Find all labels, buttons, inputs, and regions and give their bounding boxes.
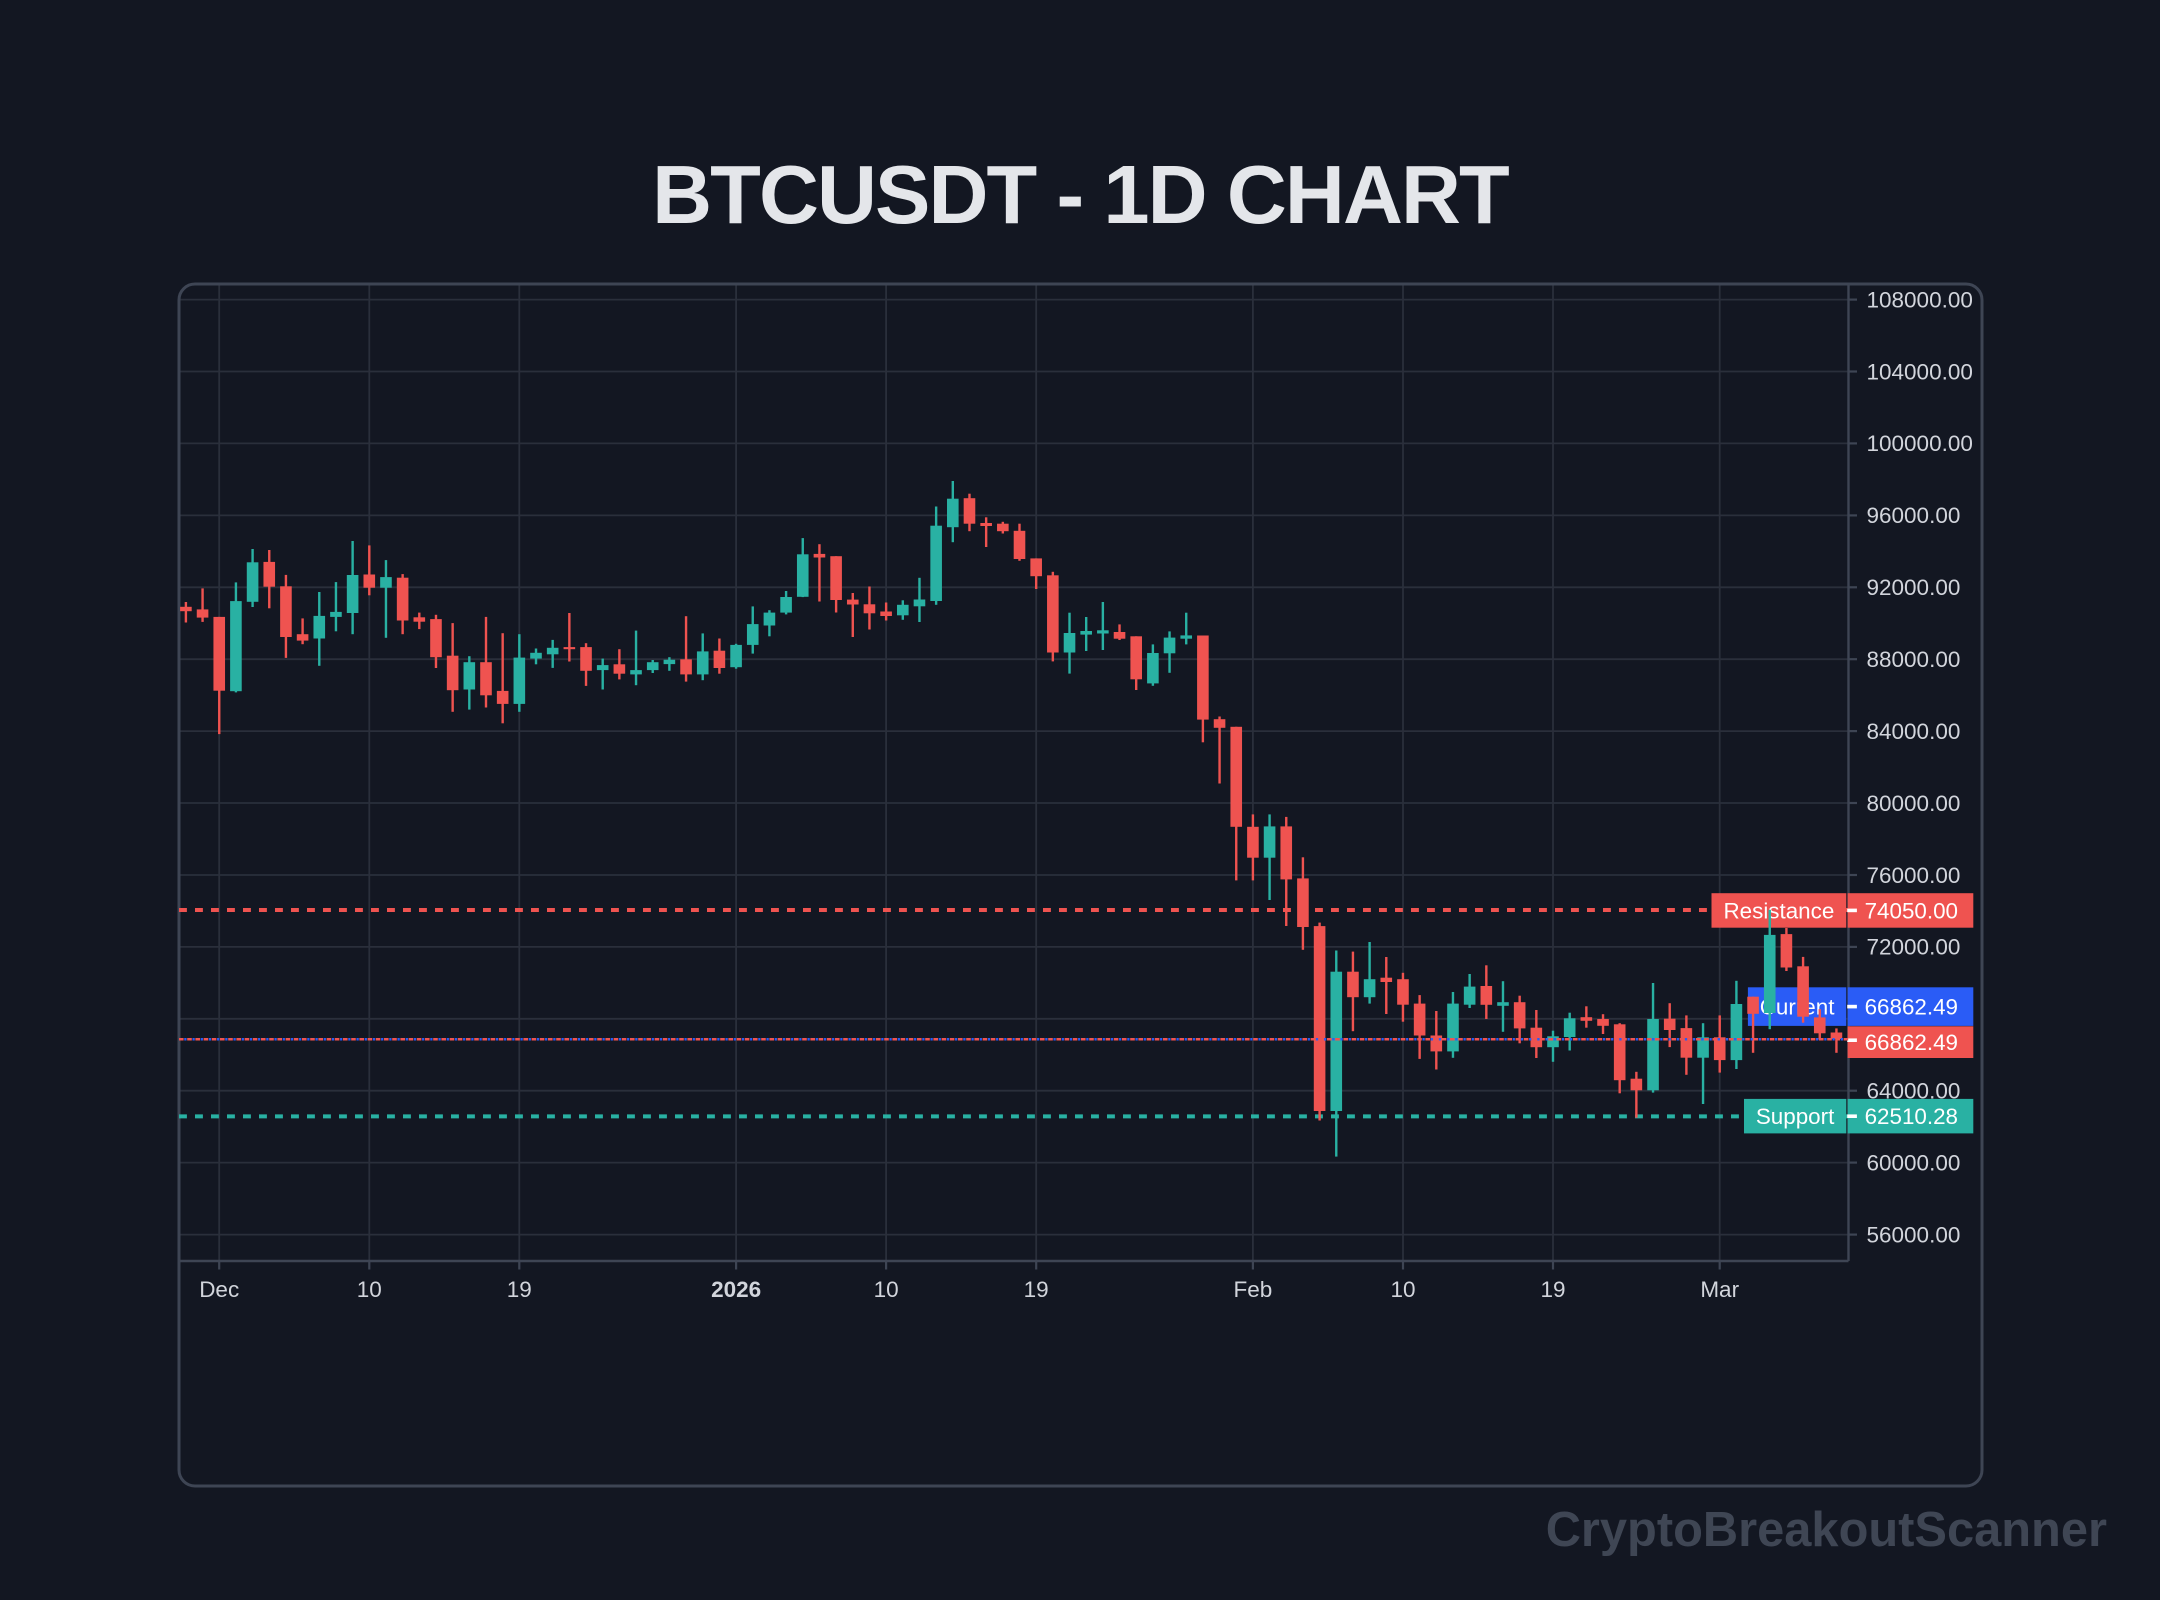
svg-text:60000.00: 60000.00	[1867, 1150, 1961, 1175]
svg-text:10: 10	[1390, 1277, 1415, 1302]
svg-text:Resistance: Resistance	[1724, 898, 1835, 923]
svg-text:Support: Support	[1756, 1104, 1835, 1129]
svg-text:2026: 2026	[711, 1277, 761, 1302]
svg-text:100000.00: 100000.00	[1867, 431, 1973, 456]
svg-text:88000.00: 88000.00	[1867, 647, 1961, 672]
svg-text:66862.49: 66862.49	[1865, 1030, 1958, 1055]
svg-text:CryptoBreakoutScanner: CryptoBreakoutScanner	[1546, 1503, 2107, 1557]
svg-text:BTCUSDT - 1D CHART: BTCUSDT - 1D CHART	[652, 148, 1509, 241]
svg-text:19: 19	[1540, 1277, 1565, 1302]
svg-text:19: 19	[507, 1277, 532, 1302]
svg-text:80000.00: 80000.00	[1867, 791, 1961, 816]
svg-text:74050.00: 74050.00	[1865, 898, 1958, 923]
svg-text:96000.00: 96000.00	[1867, 503, 1961, 528]
svg-text:104000.00: 104000.00	[1867, 359, 1973, 384]
svg-text:Dec: Dec	[199, 1277, 239, 1302]
svg-text:62510.28: 62510.28	[1865, 1104, 1958, 1129]
svg-text:92000.00: 92000.00	[1867, 575, 1961, 600]
svg-text:Feb: Feb	[1234, 1277, 1273, 1302]
svg-text:108000.00: 108000.00	[1867, 287, 1973, 312]
svg-text:76000.00: 76000.00	[1867, 863, 1961, 888]
svg-text:10: 10	[874, 1277, 899, 1302]
svg-text:19: 19	[1024, 1277, 1049, 1302]
svg-text:72000.00: 72000.00	[1867, 935, 1961, 960]
svg-text:10: 10	[357, 1277, 382, 1302]
svg-text:84000.00: 84000.00	[1867, 719, 1961, 744]
svg-text:Mar: Mar	[1700, 1277, 1739, 1302]
svg-text:66862.49: 66862.49	[1865, 995, 1958, 1020]
svg-text:56000.00: 56000.00	[1867, 1222, 1961, 1247]
